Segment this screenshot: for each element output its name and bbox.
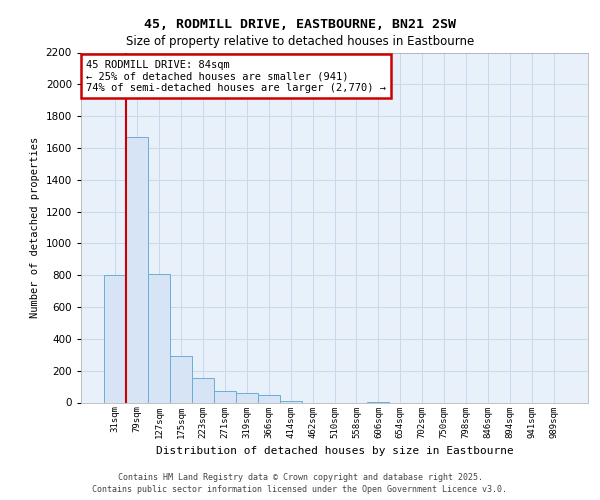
Text: 45, RODMILL DRIVE, EASTBOURNE, BN21 2SW: 45, RODMILL DRIVE, EASTBOURNE, BN21 2SW <box>144 18 456 30</box>
Bar <box>236 393 257 402</box>
Text: 45 RODMILL DRIVE: 84sqm
← 25% of detached houses are smaller (941)
74% of semi-d: 45 RODMILL DRIVE: 84sqm ← 25% of detache… <box>86 60 386 92</box>
Bar <box>170 356 192 403</box>
Text: Size of property relative to detached houses in Eastbourne: Size of property relative to detached ho… <box>126 35 474 48</box>
Bar <box>214 392 236 402</box>
Text: Contains HM Land Registry data © Crown copyright and database right 2025.
Contai: Contains HM Land Registry data © Crown c… <box>92 473 508 494</box>
Bar <box>280 400 302 402</box>
Bar <box>148 274 170 402</box>
Bar <box>126 137 148 402</box>
X-axis label: Distribution of detached houses by size in Eastbourne: Distribution of detached houses by size … <box>155 446 514 456</box>
Bar <box>257 394 280 402</box>
Bar <box>192 378 214 402</box>
Bar <box>104 275 126 402</box>
Y-axis label: Number of detached properties: Number of detached properties <box>30 137 40 318</box>
